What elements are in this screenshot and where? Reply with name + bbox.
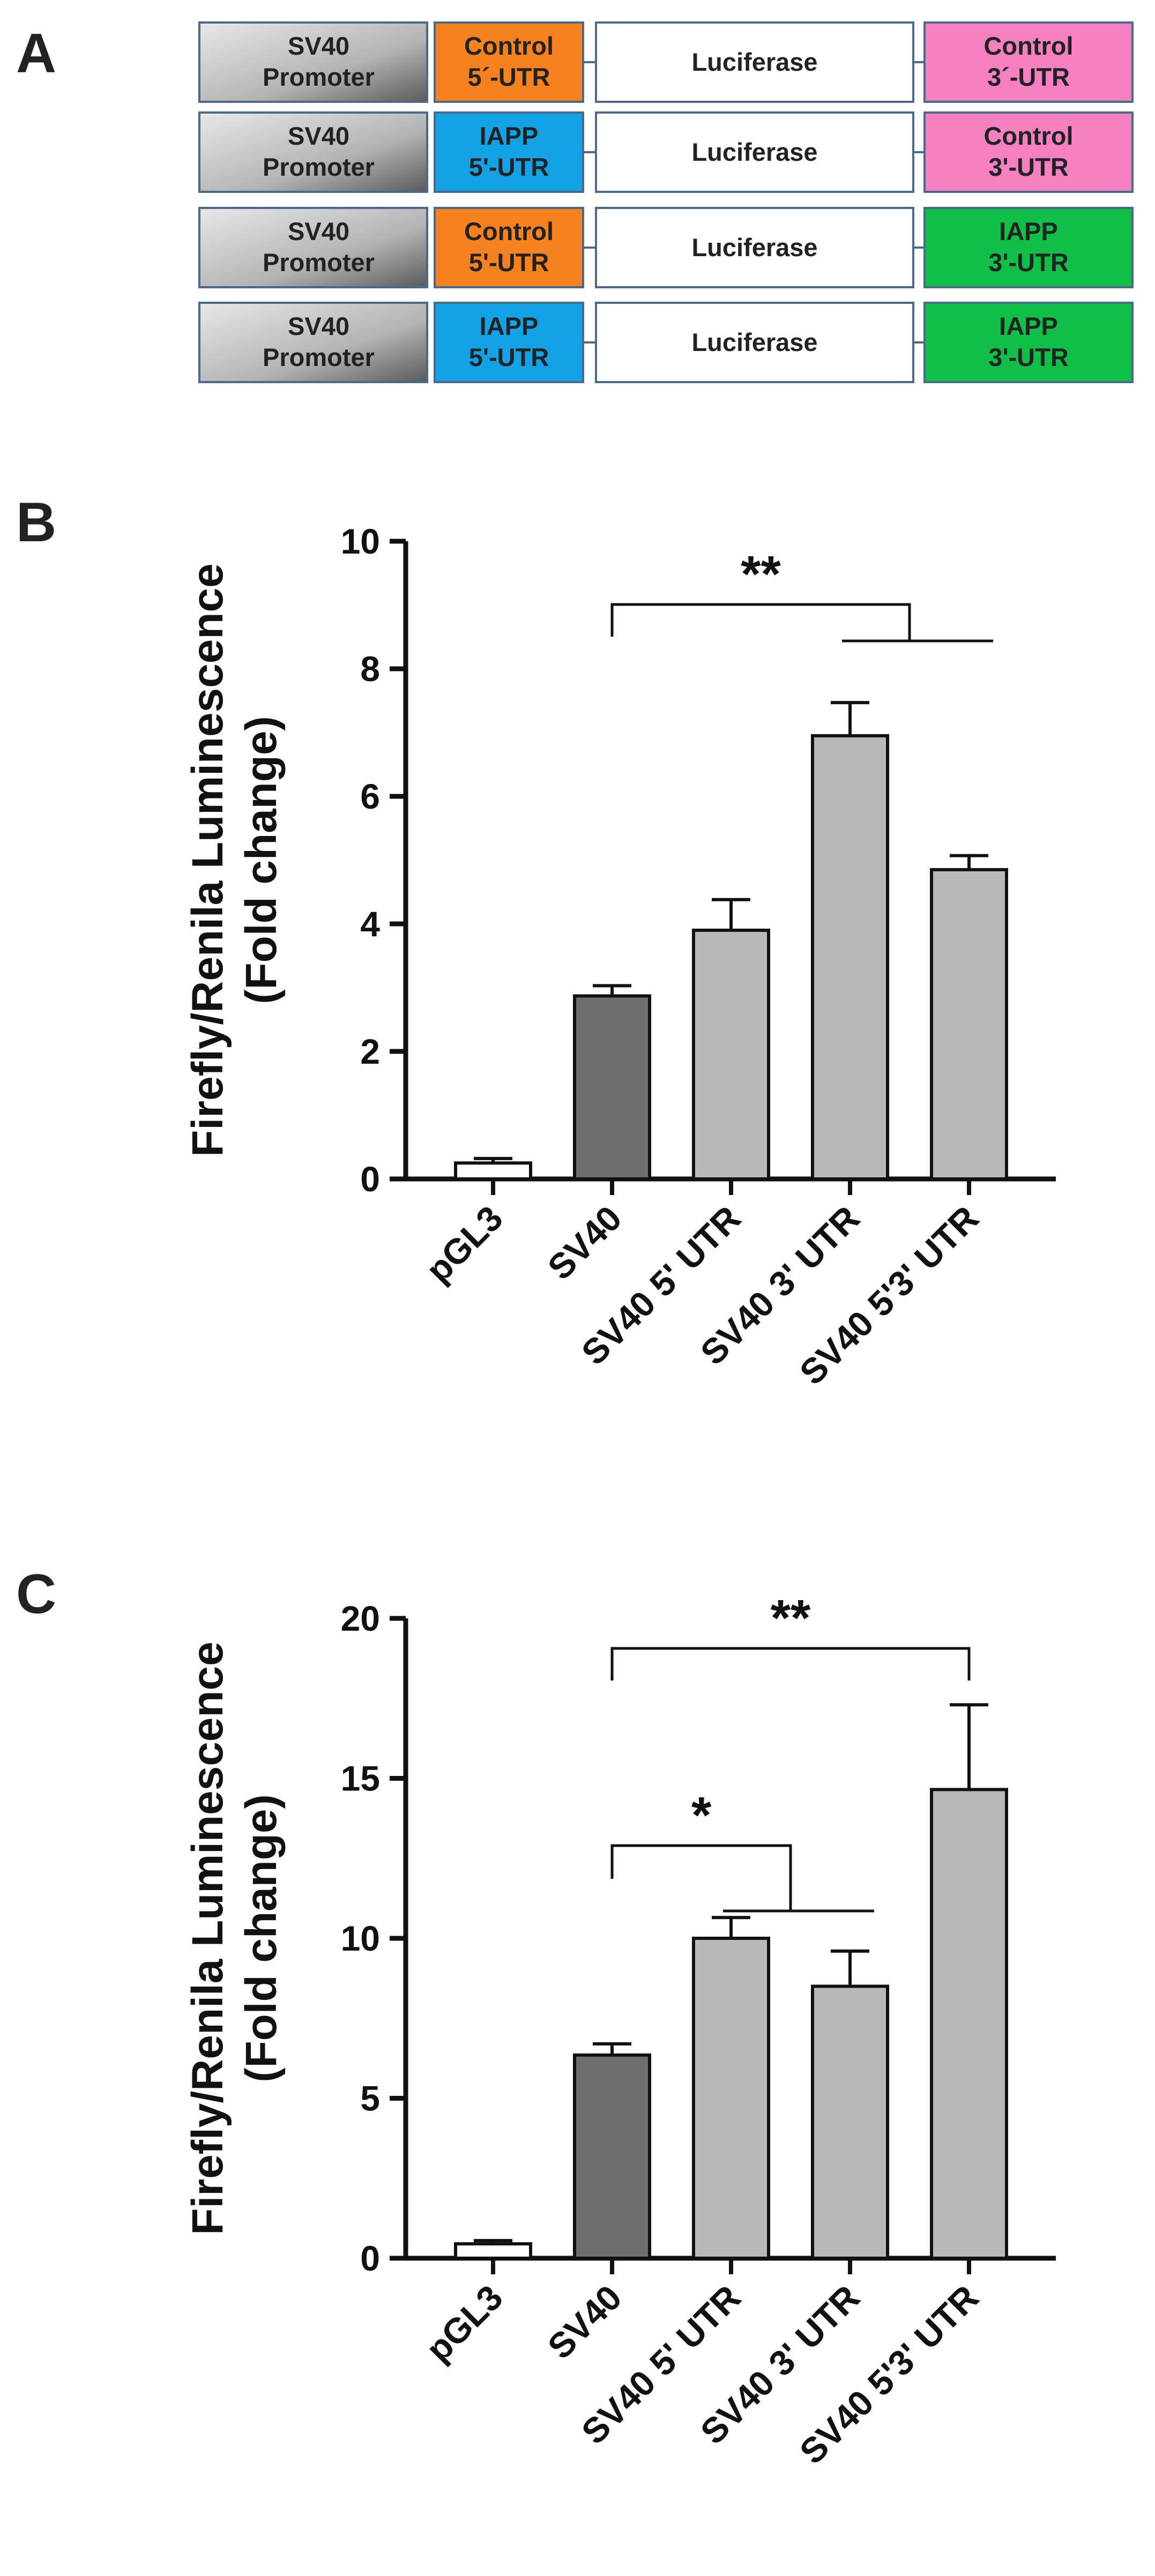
utr5-box: [434, 302, 584, 383]
y-tick-label: 0: [360, 2238, 380, 2278]
significance-stars: *: [691, 1787, 712, 1844]
luciferase-label: Luciferase: [691, 233, 817, 262]
promoter-label: Promoter: [263, 153, 375, 181]
utr5-label: IAPP: [480, 122, 539, 150]
panel-a-label: A: [16, 23, 56, 85]
significance-stars: **: [771, 1589, 811, 1647]
panel-b-label: B: [16, 491, 56, 554]
y-axis-subtitle: (Fold change): [237, 1794, 286, 2082]
bar: [811, 734, 889, 1181]
bar: [692, 928, 770, 1181]
y-tick-label: 20: [341, 1599, 380, 1638]
promoter-label: Promoter: [263, 248, 375, 277]
y-tick-label: 2: [360, 1032, 380, 1071]
utr3-label: 3'-UTR: [988, 248, 1069, 277]
panel-c-label: C: [16, 1563, 56, 1625]
bar: [930, 868, 1008, 1181]
utr3-label: Control: [983, 32, 1073, 60]
utr3-label: IAPP: [999, 217, 1058, 245]
utr3-label: IAPP: [999, 312, 1058, 340]
promoter-label: SV40: [288, 312, 349, 340]
utr3-label: 3'-UTR: [988, 343, 1069, 371]
promoter-label: SV40: [288, 122, 349, 150]
construct-row: SV40 Promoter IAPP 5'-UTR Luciferase Control 3…: [198, 111, 1134, 193]
promoter-box: [198, 21, 428, 103]
significance-bracket: [610, 1647, 971, 1681]
construct-row: SV40 Promoter IAPP 5'-UTR Luciferase IAPP 3'-U…: [198, 302, 1134, 383]
y-tick-label: 4: [360, 904, 380, 944]
utr5-box: [434, 21, 584, 103]
utr5-label: 5'-UTR: [469, 248, 549, 277]
y-axis-subtitle: (Fold change): [237, 716, 286, 1004]
construct-row: SV40 Promoter Control 5´-UTR Luciferase Contr…: [198, 21, 1134, 103]
utr5-label: 5´-UTR: [467, 63, 550, 91]
bar: [811, 1984, 889, 2260]
luciferase-box: [595, 21, 914, 103]
bar: [692, 1937, 770, 2260]
utr3-box: [923, 111, 1134, 193]
panel-c-chart: C Firefly/Renila Luminescence (Fold chang…: [16, 1563, 1056, 2472]
promoter-box: [198, 111, 428, 193]
panel-a-construct-diagram: A SV40 Promoter Control 5´-UTR Luciferase Con…: [16, 21, 1134, 383]
promoter-label: SV40: [288, 32, 349, 60]
significance-bracket: [610, 603, 911, 641]
promoter-box: [198, 207, 428, 288]
bar: [454, 1161, 532, 1181]
promoter-label: SV40: [288, 217, 349, 245]
utr5-box: [434, 111, 584, 193]
y-axis-title: Firefly/Renila Luminescence: [183, 1641, 232, 2235]
y-tick-label: 6: [360, 776, 380, 816]
y-tick-label: 15: [341, 1759, 380, 1798]
significance-stars: **: [741, 546, 781, 603]
utr3-box: [923, 21, 1134, 103]
utr5-label: Control: [464, 32, 554, 60]
construct-row: SV40 Promoter Control 5'-UTR Luciferase IAPP 3…: [198, 207, 1134, 288]
bar: [573, 994, 651, 1181]
x-tick-label: SV40: [540, 1198, 629, 1288]
utr5-box: [434, 207, 584, 288]
utr3-label: Control: [983, 122, 1073, 150]
y-tick-label: 5: [360, 2079, 380, 2118]
utr3-box: [923, 207, 1134, 288]
x-tick-label: pGL3: [418, 2278, 510, 2370]
utr5-label: Control: [464, 217, 554, 245]
bar: [930, 1788, 1008, 2260]
bar: [454, 2242, 532, 2260]
promoter-box: [198, 302, 428, 383]
panel-b-chart: B Firefly/Renila Luminescence (Fold chang…: [16, 491, 1056, 1392]
utr3-label: 3´-UTR: [987, 63, 1070, 91]
promoter-label: Promoter: [263, 343, 375, 371]
utr5-label: 5'-UTR: [469, 153, 549, 181]
y-tick-label: 10: [341, 521, 380, 561]
luciferase-label: Luciferase: [691, 328, 817, 356]
utr3-box: [923, 302, 1134, 383]
luciferase-label: Luciferase: [691, 138, 817, 166]
significance-bracket: [610, 1844, 792, 1911]
y-tick-label: 10: [341, 1918, 380, 1958]
y-axis-title: Firefly/Renila Luminescence: [183, 563, 232, 1156]
x-tick-label: pGL3: [418, 1198, 510, 1290]
bar: [573, 2053, 651, 2260]
y-tick-label: 8: [360, 649, 380, 689]
luciferase-label: Luciferase: [691, 48, 817, 76]
x-tick-label: SV40: [540, 2278, 629, 2367]
luciferase-box: [595, 111, 914, 193]
utr5-label: 5'-UTR: [469, 343, 549, 371]
promoter-label: Promoter: [263, 63, 375, 91]
utr5-label: IAPP: [480, 312, 539, 340]
utr3-label: 3'-UTR: [988, 153, 1069, 181]
y-tick-label: 0: [360, 1159, 380, 1199]
